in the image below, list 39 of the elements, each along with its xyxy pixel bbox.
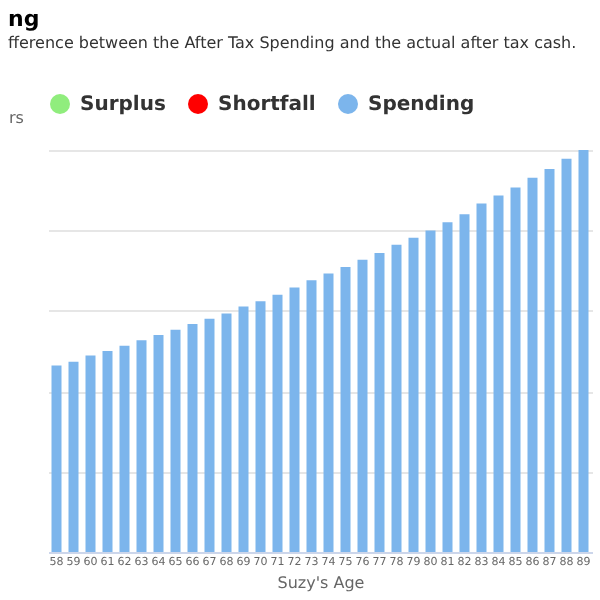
bar [493,195,504,552]
bar [187,324,198,552]
bar [153,334,164,552]
legend-label: Surplus [80,94,166,116]
x-axis-title: Suzy's Age [277,574,365,592]
bar [85,355,96,552]
bar [527,177,538,552]
chart-title: ng [8,6,40,32]
bar [391,244,402,552]
bar [340,266,351,552]
bar [306,280,317,552]
bar [68,361,79,552]
bar [374,252,385,552]
bar [51,365,62,552]
bar [561,158,572,552]
bar [323,273,334,552]
chart-subtitle: fference between the After Tax Spending and the actual after tax cash. [8,34,577,52]
bar [510,187,521,552]
bar [408,237,419,552]
bar [221,313,232,552]
bar [204,318,215,552]
bar [476,203,487,552]
bar [238,306,249,552]
bar [136,340,147,552]
bar [289,287,300,552]
y-axis-title: rs [9,109,24,127]
bar [578,150,589,552]
bar [170,329,181,552]
bar [544,168,555,552]
bar [119,345,130,552]
bar [425,230,436,552]
bar [442,222,453,552]
legend-label: Spending [368,94,475,116]
bar [102,351,113,552]
bar [357,259,368,552]
bar [459,214,470,552]
bar [255,301,266,552]
legend-label: Shortfall [218,94,316,116]
bar [272,294,283,552]
